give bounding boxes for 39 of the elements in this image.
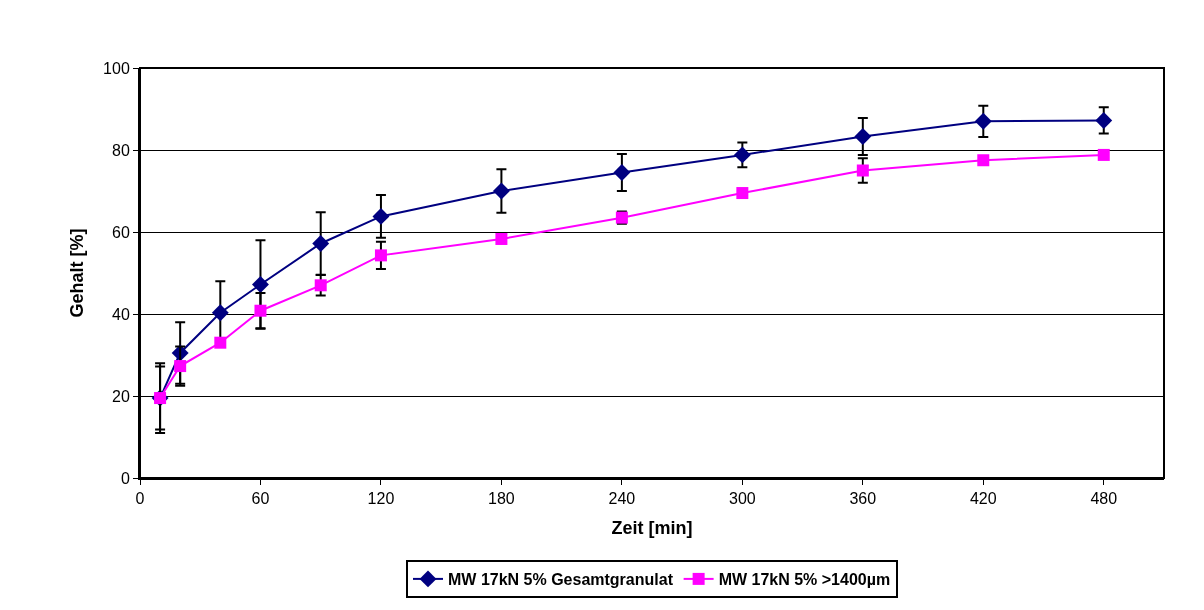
point — [854, 128, 872, 145]
point — [736, 187, 749, 200]
x-tick-label: 480 — [1090, 490, 1118, 508]
point — [1097, 148, 1110, 161]
x-tick-label: 120 — [367, 490, 395, 508]
point — [214, 336, 227, 349]
y-tick-label: 40 — [112, 305, 130, 323]
x-tick-label: 420 — [969, 490, 997, 508]
point — [977, 154, 990, 167]
y-tick-label: 60 — [112, 223, 130, 241]
point — [211, 304, 229, 322]
x-tick-label: 180 — [488, 490, 515, 508]
point — [974, 112, 992, 130]
legend-label: MW 17kN 5% >1400µm — [718, 571, 891, 589]
x-tick-label: 300 — [729, 490, 756, 508]
y-tick-label: 20 — [112, 387, 130, 405]
point — [372, 207, 390, 225]
point — [312, 235, 330, 252]
point — [856, 164, 869, 177]
x-axis-title: Zeit [min] — [611, 517, 693, 538]
y-axis-title: Gehalt [%] — [66, 228, 87, 318]
x-tick-label: 360 — [849, 490, 877, 508]
y-tick-label: 80 — [112, 141, 130, 159]
point — [733, 146, 751, 164]
y-tick-label: 0 — [120, 469, 130, 487]
point — [174, 360, 187, 373]
point — [1095, 112, 1113, 129]
point — [492, 182, 510, 200]
x-tick-label: 240 — [608, 490, 636, 508]
point — [314, 279, 327, 292]
point — [495, 232, 508, 245]
legend-label: MW 17kN 5% Gesamtgranulat — [448, 571, 674, 589]
y-tick-label: 100 — [103, 59, 130, 77]
point — [613, 164, 631, 181]
point — [254, 304, 267, 317]
x-tick-label: 0 — [135, 490, 145, 508]
point — [252, 276, 269, 293]
point — [374, 249, 387, 262]
x-tick-label: 60 — [251, 490, 270, 508]
